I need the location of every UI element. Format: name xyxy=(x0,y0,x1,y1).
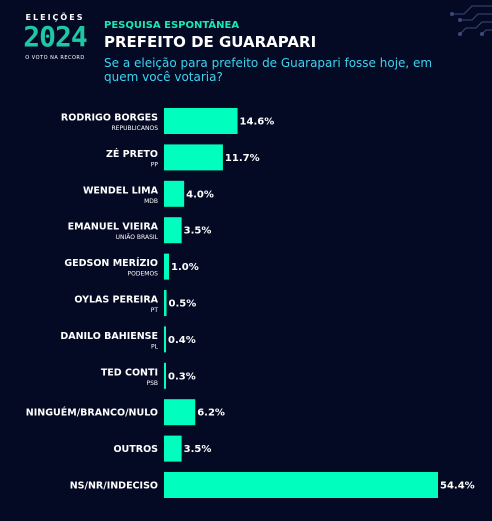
elections-logo: ELEIÇÕES 2024 O VOTO NA RECORD xyxy=(13,13,97,63)
logo-eleicoes-text: ELEIÇÕES xyxy=(25,13,85,22)
bar xyxy=(164,144,223,171)
party-label: PT xyxy=(151,307,159,314)
bar-value-label: 1.0% xyxy=(171,262,199,273)
bar-value-label: 14.6% xyxy=(240,117,275,128)
bar xyxy=(164,472,438,498)
bar-value-label: 3.5% xyxy=(184,444,212,455)
party-label: UNIÃO BRASIL xyxy=(116,234,159,241)
category-label: OUTROS xyxy=(113,444,158,455)
bar xyxy=(164,290,167,316)
survey-type: PESQUISA ESPONTÂNEA xyxy=(104,20,240,31)
category-label: DANILO BAHIENSE xyxy=(60,331,158,342)
bar xyxy=(164,362,166,389)
bar-value-label: 4.0% xyxy=(186,189,214,200)
party-label: PL xyxy=(151,343,159,350)
circuit-decoration-icon xyxy=(450,5,492,36)
party-label: PSB xyxy=(146,380,158,387)
category-label: TED CONTI xyxy=(101,367,158,378)
bar-value-label: 3.5% xyxy=(184,226,212,237)
category-label: OYLAS PEREIRA xyxy=(74,295,158,306)
bar-value-label: 0.5% xyxy=(169,299,197,310)
logo-year-text: 2024 xyxy=(23,20,87,53)
bar xyxy=(164,326,167,353)
bar-value-label: 6.2% xyxy=(197,408,225,419)
bar xyxy=(164,180,185,207)
party-label: MDB xyxy=(144,198,158,205)
bar xyxy=(164,108,238,134)
party-label: PODEMOS xyxy=(128,271,159,278)
party-label: PP xyxy=(151,161,159,168)
bar-value-label: 0.3% xyxy=(168,371,196,382)
bar-value-label: 0.4% xyxy=(168,335,196,346)
category-label: ZÉ PRETO xyxy=(106,148,158,160)
bar-value-label: 54.4% xyxy=(440,481,475,492)
bar xyxy=(164,253,170,280)
category-label: RODRIGO BORGES xyxy=(61,113,158,124)
bar-value-label: 11.7% xyxy=(225,153,260,164)
logo-tagline: O VOTO NA RECORD xyxy=(25,55,85,61)
category-label: WENDEL LIMA xyxy=(83,185,159,196)
party-label: REPUBLICANOS xyxy=(111,125,158,132)
category-label: NINGUÉM/BRANCO/NULO xyxy=(26,407,158,419)
page-title: PREFEITO DE GUARAPARI xyxy=(104,33,317,51)
category-label: NS/NR/INDECISO xyxy=(70,481,158,492)
bar xyxy=(164,435,182,462)
bar xyxy=(164,217,182,244)
category-label: GEDSON MERÍZIO xyxy=(64,257,158,269)
survey-question: Se a eleição para prefeito de Guarapari … xyxy=(104,56,433,84)
category-label: EMANUEL VIEIRA xyxy=(68,222,159,233)
bar xyxy=(164,399,196,426)
